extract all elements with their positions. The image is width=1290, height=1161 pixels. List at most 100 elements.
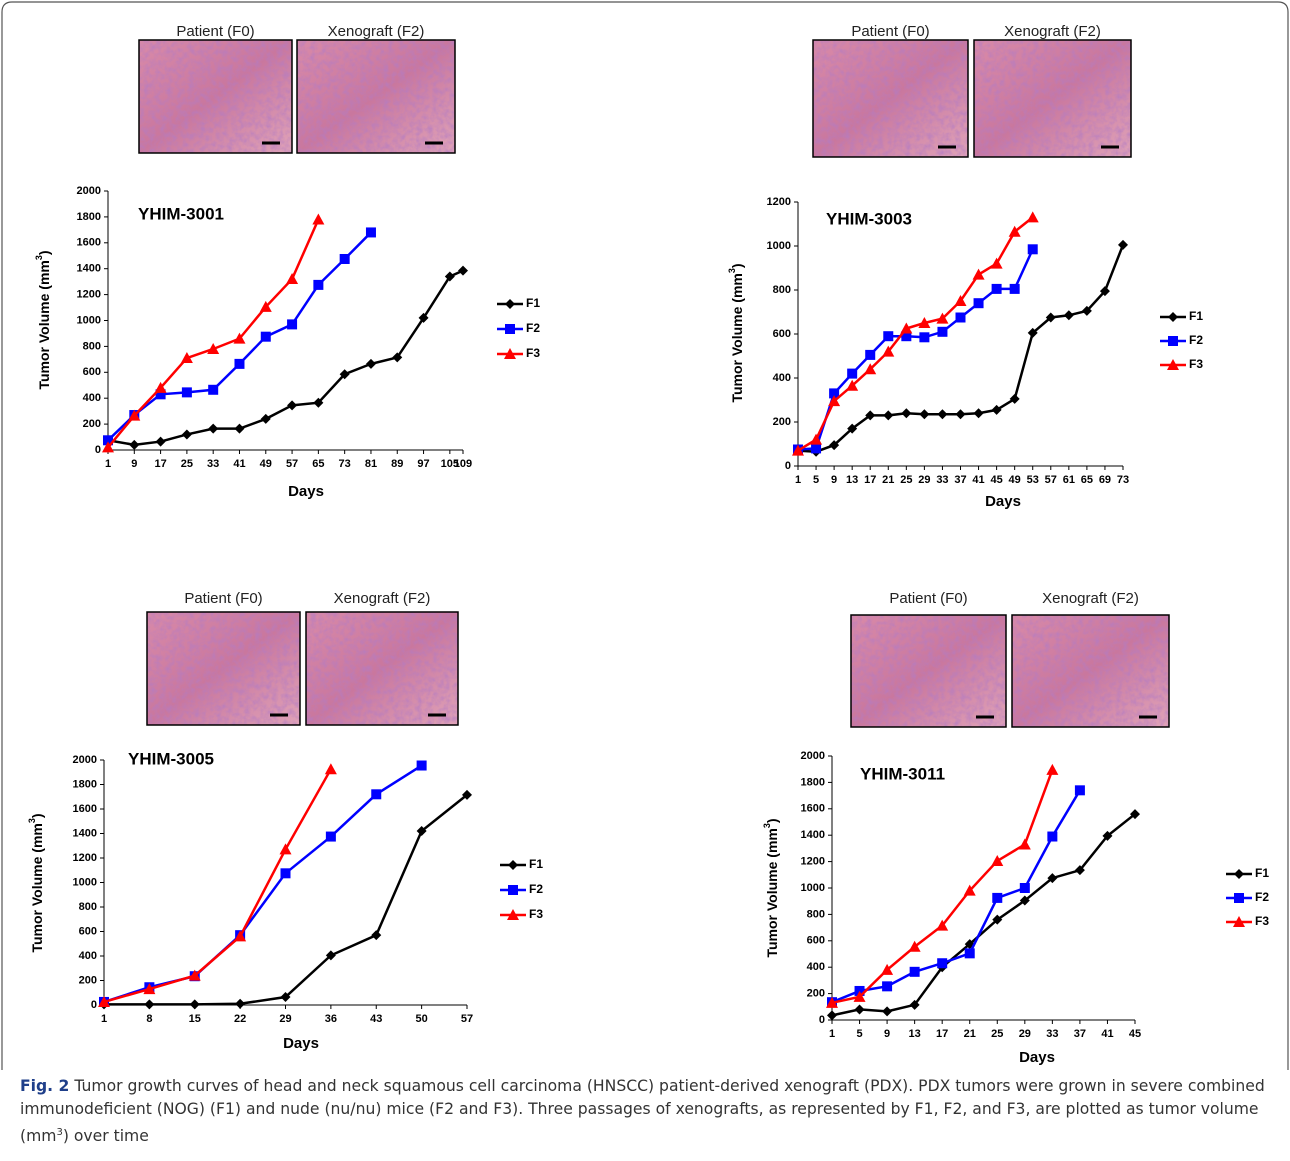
marker <box>882 981 892 991</box>
y-tick-label: 1800 <box>801 776 825 788</box>
x-tick-label: 45 <box>1129 1028 1141 1040</box>
y-tick-label: 200 <box>83 418 101 430</box>
y-tick-label: 1000 <box>73 876 97 888</box>
x-tick-label: 13 <box>909 1028 921 1040</box>
y-tick-label: 1800 <box>77 211 101 223</box>
legend-label: F3 <box>526 346 540 360</box>
series-line <box>798 249 1033 449</box>
marker <box>366 227 376 237</box>
image-label: Patient (F0) <box>176 23 254 40</box>
histology-texture <box>813 40 968 157</box>
marker <box>190 999 200 1009</box>
x-tick-label: 9 <box>831 474 837 486</box>
y-tick-label: 400 <box>83 392 101 404</box>
marker <box>287 400 297 410</box>
y-tick-label: 1200 <box>77 289 101 301</box>
figure: Patient (F0)Xenograft (F2)02004006008001… <box>0 0 1290 1161</box>
marker <box>855 1004 865 1014</box>
x-axis-label: Days <box>1019 1049 1055 1066</box>
marker <box>956 313 966 323</box>
x-tick-label: 29 <box>918 474 930 486</box>
chart-title: YHIM-3001 <box>138 204 224 223</box>
legend-label: F1 <box>526 296 540 310</box>
y-tick-label: 1200 <box>801 856 825 868</box>
y-tick-label: 1600 <box>801 803 825 815</box>
y-tick-label: 600 <box>83 366 101 378</box>
y-tick-label: 200 <box>773 416 791 428</box>
x-axis-label: Days <box>283 1035 319 1052</box>
marker <box>129 440 139 450</box>
marker <box>919 332 929 342</box>
marker <box>371 789 381 799</box>
x-tick-label: 1 <box>101 1013 107 1025</box>
figure-border <box>2 2 1288 1070</box>
legend-label: F3 <box>1189 357 1203 371</box>
y-axis-label: Tumor Volume (mm3) <box>34 250 51 389</box>
marker <box>973 269 985 280</box>
marker <box>208 424 218 434</box>
x-tick-label: 1 <box>105 458 111 470</box>
y-tick-label: 0 <box>91 999 97 1011</box>
legend-label: F1 <box>1255 866 1269 880</box>
marker <box>1020 883 1030 893</box>
x-tick-label: 13 <box>846 474 858 486</box>
page: Patient (F0)Xenograft (F2)02004006008001… <box>0 0 1290 1161</box>
image-label: Patient (F0) <box>184 590 262 607</box>
marker <box>505 324 515 334</box>
x-tick-label: 33 <box>936 474 948 486</box>
y-tick-label: 400 <box>773 372 791 384</box>
y-tick-label: 0 <box>95 444 101 456</box>
y-tick-label: 600 <box>773 328 791 340</box>
x-tick-label: 33 <box>1046 1028 1058 1040</box>
marker <box>208 385 218 395</box>
series-line <box>108 271 463 445</box>
y-tick-label: 600 <box>807 935 825 947</box>
marker <box>508 885 518 895</box>
y-tick-label: 1000 <box>767 240 791 252</box>
y-tick-label: 0 <box>785 460 791 472</box>
image-label: Xenograft (F2) <box>1004 23 1101 40</box>
marker <box>991 855 1003 866</box>
caption-end: ) over time <box>63 1127 149 1145</box>
marker <box>1027 211 1039 222</box>
y-axis-label-end: ) <box>36 250 52 255</box>
marker <box>901 408 911 418</box>
marker <box>366 359 376 369</box>
x-tick-label: 43 <box>370 1013 382 1025</box>
chart-title: YHIM-3011 <box>860 764 945 783</box>
marker <box>182 429 192 439</box>
image-label: Patient (F0) <box>851 23 929 40</box>
y-tick-label: 2000 <box>73 754 97 766</box>
marker <box>1168 312 1178 322</box>
image-label: Xenograft (F2) <box>328 23 425 40</box>
x-tick-label: 53 <box>1027 474 1039 486</box>
marker <box>883 331 893 341</box>
x-tick-label: 25 <box>181 458 193 470</box>
legend-label: F3 <box>1255 914 1269 928</box>
x-tick-label: 65 <box>1081 474 1093 486</box>
y-tick-label: 1400 <box>801 829 825 841</box>
x-tick-label: 36 <box>325 1013 337 1025</box>
y-axis-label-main: Tumor Volume (mm <box>764 828 780 957</box>
marker <box>280 843 292 854</box>
x-tick-label: 8 <box>146 1013 152 1025</box>
histology-texture <box>306 612 458 725</box>
histology-texture <box>1012 615 1169 727</box>
marker <box>505 299 515 309</box>
y-tick-label: 1600 <box>77 237 101 249</box>
x-tick-label: 17 <box>154 458 166 470</box>
series-line <box>104 769 331 1002</box>
image-label: Xenograft (F2) <box>1042 590 1139 607</box>
marker <box>965 948 975 958</box>
marker <box>235 999 245 1009</box>
x-tick-label: 17 <box>864 474 876 486</box>
y-tick-label: 1200 <box>73 852 97 864</box>
marker <box>508 860 518 870</box>
x-tick-label: 25 <box>900 474 912 486</box>
x-tick-label: 41 <box>233 458 245 470</box>
legend-label: F1 <box>1189 309 1203 323</box>
x-tick-label: 21 <box>964 1028 976 1040</box>
x-tick-label: 97 <box>417 458 429 470</box>
marker <box>992 284 1002 294</box>
marker <box>1047 832 1057 842</box>
